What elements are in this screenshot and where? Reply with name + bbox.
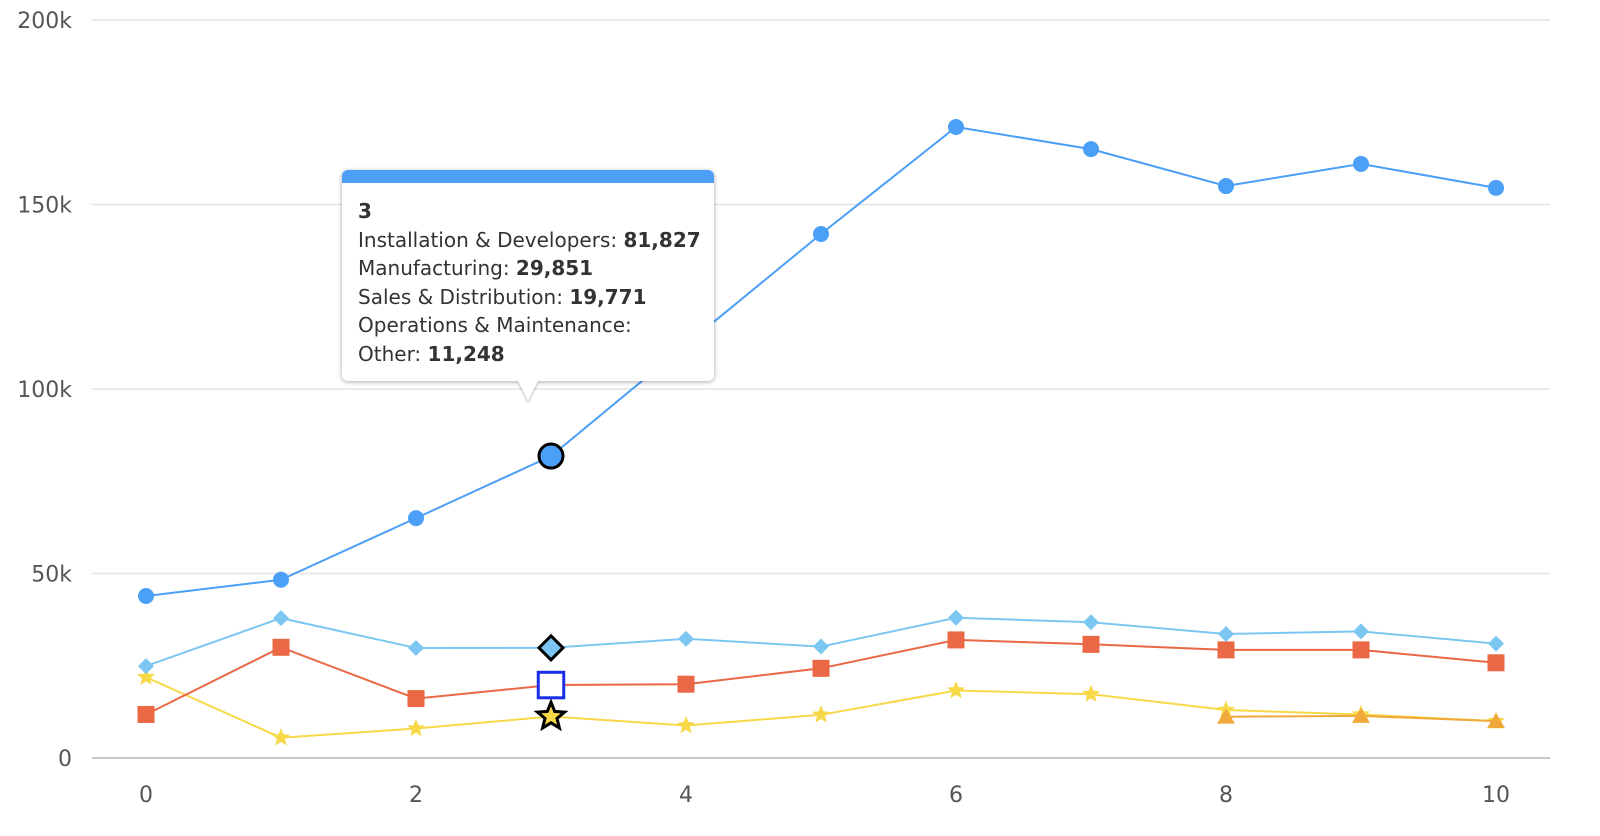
data-point [947,681,965,699]
data-point [1352,707,1370,723]
data-point [272,638,290,656]
data-point [1083,141,1099,158]
tooltip: 3 Installation & Developers: 81,827 Manu… [342,170,714,401]
data-point [677,675,695,693]
x-tick-label: 4 [679,783,693,808]
tooltip-row-manufacturing: Manufacturing: 29,851 [358,256,594,281]
data-point [812,659,830,677]
data-point [947,631,965,649]
data-point [1217,641,1235,659]
x-tick-label: 2 [409,783,423,808]
y-tick-label: 50k [31,563,72,588]
data-point [813,638,829,655]
data-point [138,588,154,605]
data-point [536,633,566,662]
tooltip-header-bar [342,170,714,183]
tooltip-row-operations: Operations & Maintenance: [358,313,632,338]
data-point [812,705,830,723]
data-point [1083,614,1099,631]
tooltip-pointer [518,381,538,401]
data-point [533,698,569,732]
x-tick-label: 8 [1219,783,1233,808]
x-tick-label: 6 [949,783,963,808]
data-point [272,728,290,746]
data-point [138,658,154,675]
data-point [536,670,566,700]
tooltip-title: 3 [358,199,372,223]
data-point [273,571,289,588]
y-tick-label: 100k [17,378,72,403]
data-point [1487,654,1505,672]
y-tick-label: 200k [17,9,72,34]
x-tick-label: 10 [1482,783,1510,808]
data-point [1218,626,1234,643]
data-point [537,442,565,470]
data-point [1352,641,1370,659]
data-point [1082,635,1100,653]
y-tick-label: 0 [58,747,72,772]
data-point [407,719,425,737]
data-point [678,630,694,647]
data-point [1488,635,1504,652]
data-point [137,705,155,723]
data-point [1353,155,1369,172]
data-point [1488,179,1504,196]
data-point [407,690,425,708]
data-point [1082,684,1100,702]
data-point [1353,623,1369,640]
data-point [813,226,829,243]
data-point [677,716,695,734]
data-point [1218,178,1234,195]
data-point [948,119,964,136]
data-point [948,609,964,626]
data-point [408,510,424,527]
tooltip-row-other: Other: 11,248 [358,341,505,366]
data-point [273,610,289,627]
x-tick-label: 0 [139,783,153,808]
data-point [137,667,155,685]
data-point [1487,713,1505,729]
tooltip-row-sales: Sales & Distribution: 19,771 [358,284,647,309]
tooltip-row-installation: Installation & Developers: 81,827 [358,227,701,252]
data-point [408,640,424,657]
data-point [1217,708,1235,724]
y-tick-label: 150k [17,194,72,219]
